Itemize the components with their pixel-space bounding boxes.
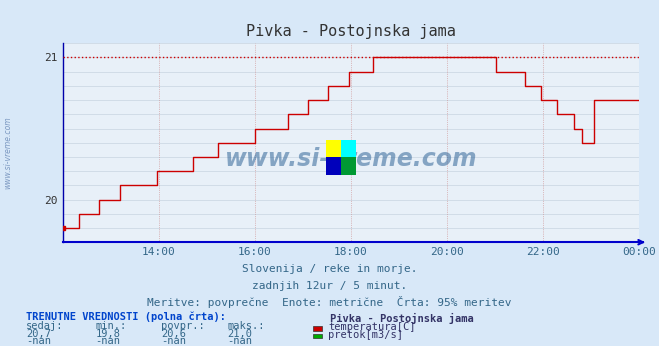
Text: www.si-vreme.com: www.si-vreme.com	[225, 147, 477, 171]
Text: 19,8: 19,8	[96, 329, 121, 339]
Text: -nan: -nan	[227, 336, 252, 346]
Text: Meritve: povprečne  Enote: metrične  Črta: 95% meritev: Meritve: povprečne Enote: metrične Črta:…	[147, 296, 512, 308]
Bar	[341, 157, 356, 175]
Text: povpr.:: povpr.:	[161, 321, 205, 331]
Bar	[341, 140, 356, 157]
Text: www.si-vreme.com: www.si-vreme.com	[3, 116, 13, 189]
Text: TRENUTNE VREDNOSTI (polna črta):: TRENUTNE VREDNOSTI (polna črta):	[26, 311, 226, 322]
Text: -nan: -nan	[161, 336, 186, 346]
Text: min.:: min.:	[96, 321, 127, 331]
Text: pretok[m3/s]: pretok[m3/s]	[328, 330, 403, 340]
Text: -nan: -nan	[96, 336, 121, 346]
Title: Pivka - Postojnska jama: Pivka - Postojnska jama	[246, 24, 456, 39]
Bar	[326, 140, 341, 157]
Text: sedaj:: sedaj:	[26, 321, 64, 331]
Text: 20,6: 20,6	[161, 329, 186, 339]
Text: 20,7: 20,7	[26, 329, 51, 339]
Text: -nan: -nan	[26, 336, 51, 346]
Text: temperatura[C]: temperatura[C]	[328, 322, 416, 333]
Text: zadnjih 12ur / 5 minut.: zadnjih 12ur / 5 minut.	[252, 281, 407, 291]
Text: maks.:: maks.:	[227, 321, 265, 331]
Text: Slovenija / reke in morje.: Slovenija / reke in morje.	[242, 264, 417, 274]
Text: Pivka - Postojnska jama: Pivka - Postojnska jama	[330, 313, 473, 324]
Bar	[326, 157, 341, 175]
Text: 21,0: 21,0	[227, 329, 252, 339]
